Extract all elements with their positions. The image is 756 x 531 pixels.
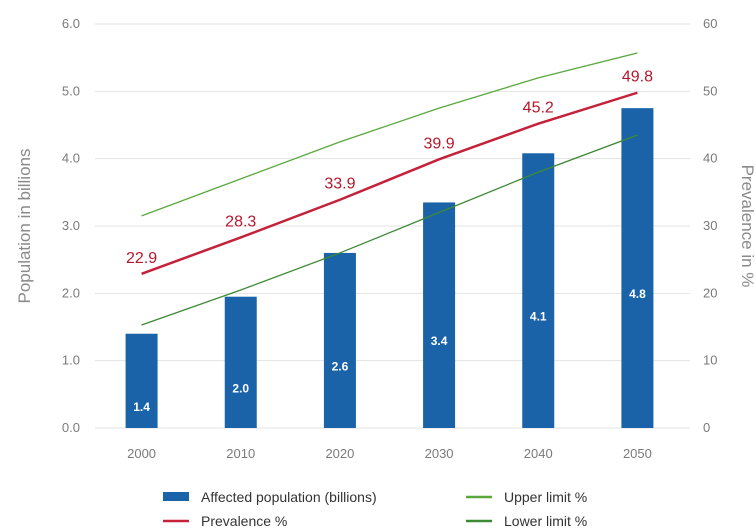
right-tick-label: 30	[703, 218, 717, 233]
left-axis-title: Population in billions	[15, 149, 34, 304]
limit-line	[141, 134, 638, 326]
bar-data-label: 4.8	[629, 287, 646, 301]
legend-label: Affected population (billions)	[201, 489, 377, 505]
x-tick-label: 2020	[325, 446, 354, 461]
right-tick-label: 10	[703, 353, 717, 368]
bar-data-label: 2.0	[232, 381, 249, 395]
prevalence-data-label: 49.8	[622, 69, 653, 86]
right-tick-label: 60	[703, 16, 717, 31]
bar-data-label: 3.4	[431, 334, 448, 348]
legend-swatch	[163, 492, 189, 501]
left-tick-label: 3.0	[62, 218, 80, 233]
bar	[323, 252, 356, 428]
prevalence-data-label: 28.3	[225, 213, 256, 230]
prevalence-data-label: 45.2	[523, 100, 554, 117]
left-tick-label: 2.0	[62, 285, 80, 300]
bar	[423, 202, 456, 428]
legend-label: Upper limit %	[504, 489, 587, 505]
bar-data-label: 4.1	[530, 310, 547, 324]
bar	[522, 153, 555, 428]
bar	[125, 333, 158, 428]
limit-line	[141, 52, 638, 217]
x-tick-label: 2010	[226, 446, 255, 461]
left-tick-label: 1.0	[62, 353, 80, 368]
right-axis-title: Prevalence in %	[738, 165, 756, 288]
x-tick-label: 2000	[127, 446, 156, 461]
bar-data-label: 1.4	[133, 400, 150, 414]
prevalence-data-label: 33.9	[324, 176, 355, 193]
x-tick-label: 2050	[623, 446, 652, 461]
right-tick-label: 0	[703, 420, 710, 435]
legend-label: Prevalence %	[201, 513, 287, 529]
x-tick-label: 2040	[524, 446, 553, 461]
prevalence-line	[141, 91, 638, 275]
left-tick-label: 5.0	[62, 83, 80, 98]
right-tick-label: 50	[703, 83, 717, 98]
bar	[621, 108, 654, 429]
prevalence-data-label: 22.9	[126, 250, 157, 267]
left-tick-label: 6.0	[62, 16, 80, 31]
right-tick-label: 20	[703, 285, 717, 300]
bar	[224, 296, 257, 428]
legend-label: Lower limit %	[504, 513, 587, 529]
left-tick-label: 0.0	[62, 420, 80, 435]
bar-data-label: 2.6	[332, 359, 349, 373]
left-tick-label: 4.0	[62, 151, 80, 166]
right-tick-label: 40	[703, 151, 717, 166]
x-tick-label: 2030	[425, 446, 454, 461]
prevalence-data-label: 39.9	[424, 135, 455, 152]
